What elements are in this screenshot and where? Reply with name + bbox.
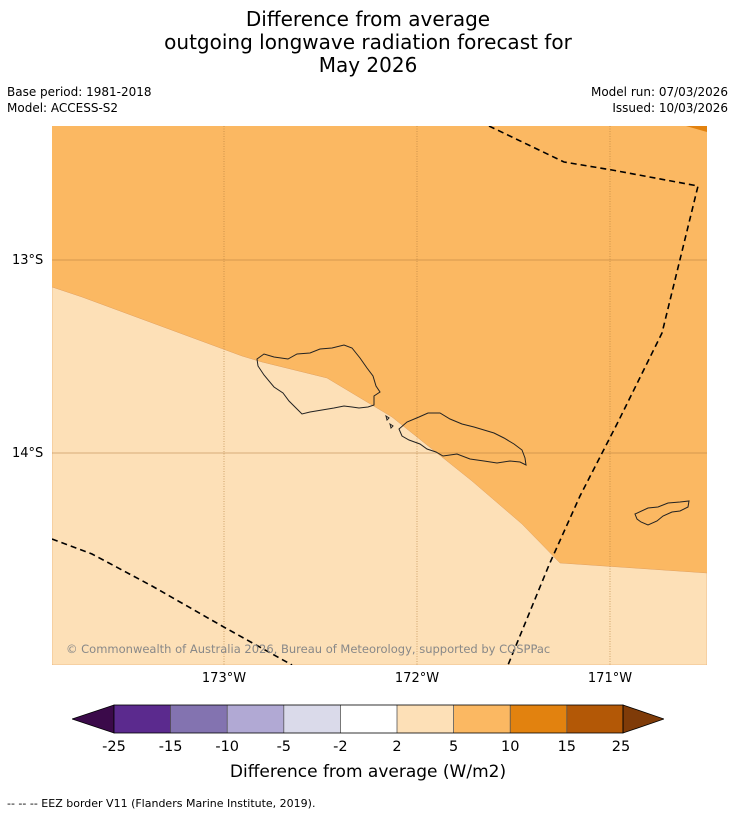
colorbar-bin-15-25 [566,705,623,733]
island-tutuila [634,500,690,526]
eez-border-east [488,126,699,665]
title-line-2: outgoing longwave radiation forecast for [164,30,572,54]
colorbar-ticks: -25 -15 -10 -5 -2 2 5 10 15 25 [102,739,630,755]
colorbar-tick-label: 2 [392,739,401,755]
copyright-text: © Commonwealth of Australia 2026, Bureau… [66,642,550,656]
issued-date: Issued: 10/03/2026 [612,101,728,115]
base-period: Base period: 1981-2018 [7,85,152,99]
colorbar-bin-neg15-neg10 [170,705,228,733]
colorbar-extend-high [622,704,664,734]
island-manono [385,414,390,421]
region-2-to-5 [52,286,707,665]
colorbar-tick-label: -2 [333,739,347,755]
colorbar-tick-label: -5 [277,739,291,755]
colorbar-title: Difference from average (W/m2) [229,762,507,782]
island-apolima [389,422,394,429]
colorbar-bin-neg5-neg2 [283,705,341,733]
meta-left: Base period: 1981-2018 Model: ACCESS-S2 [7,84,152,116]
colorbar-bin-neg10-neg5 [227,705,284,733]
colorbar-bin-neg2-2 [340,705,397,733]
colorbar-tick-label: 15 [558,739,576,755]
island-upolu [398,412,527,466]
meta-right: Model run: 07/03/2026 Issued: 10/03/2026 [591,84,728,116]
chart-title: Difference from average outgoing longwav… [0,8,736,77]
lon-label-173w: 173°W [201,671,247,686]
lon-label-171w: 171°W [587,671,633,686]
coastlines [256,344,690,526]
colorbar-tick-label: -25 [102,739,126,755]
colorbar-tick-label: 5 [449,739,458,755]
colorbar-bin-2-5 [397,705,454,733]
colorbar-tick-label: -10 [215,739,239,755]
colorbar-bin-neg25-neg15 [114,705,171,733]
model-name: Model: ACCESS-S2 [7,101,119,115]
colorbar-tick-label: -15 [159,739,183,755]
colorbar-tick-label: 10 [501,739,519,755]
colorbar-bin-10-15 [510,705,567,733]
eez-border-west [52,538,293,665]
colorbar-dividers [170,705,568,733]
title-line-3: May 2026 [318,53,418,77]
island-savaii [256,344,381,415]
map-panel: © Commonwealth of Australia 2026, Bureau… [52,126,707,665]
eez-borders [52,126,699,665]
gridlines [52,126,707,665]
lon-label-172w: 172°W [394,671,440,686]
colorbar-bin-5-10 [453,705,511,733]
lat-label-13s: 13°S [12,253,44,268]
colorbar-tick-label: 25 [612,739,630,755]
colorbar-frame [113,704,624,734]
region-10-to-15 [686,126,707,132]
lat-label-14s: 14°S [12,446,44,461]
colorbar: -25 -15 -10 -5 -2 2 5 10 15 25 [72,704,664,755]
model-run: Model run: 07/03/2026 [590,85,728,99]
footnote-eez: -- -- -- EEZ border V11 (Flanders Marine… [7,797,316,810]
colorbar-extend-low [72,704,115,734]
title-line-1: Difference from average [245,7,491,31]
